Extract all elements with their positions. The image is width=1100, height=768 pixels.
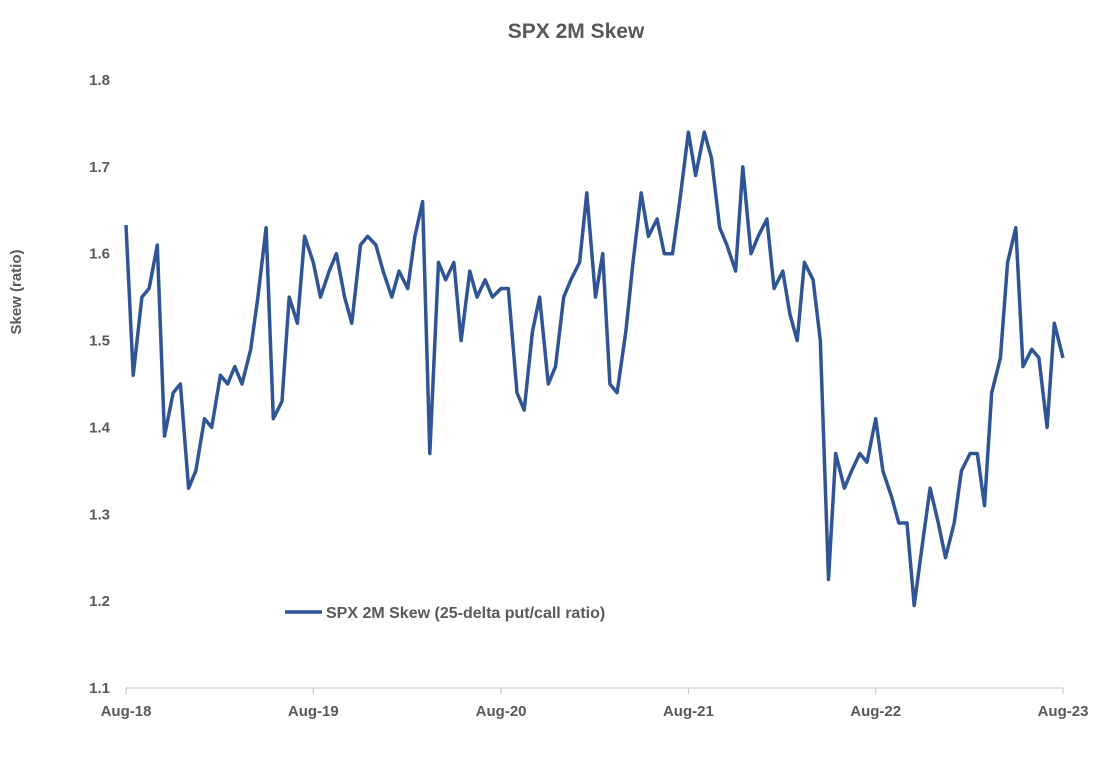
x-tick-label: Aug-22 <box>850 703 901 720</box>
y-tick-label: 1.8 <box>89 72 110 89</box>
y-tick-label: 1.1 <box>89 680 110 697</box>
series-line <box>126 132 1063 605</box>
x-tick-label: Aug-21 <box>663 703 714 720</box>
y-tick-label: 1.2 <box>89 593 110 610</box>
x-tick-label: Aug-19 <box>288 703 339 720</box>
y-tick-label: 1.5 <box>89 333 110 350</box>
y-tick-label: 1.4 <box>89 419 111 436</box>
y-axis-label: Skew (ratio) <box>8 249 25 334</box>
y-axis: 1.1 1.2 1.3 1.4 1.5 1.6 1.7 1.8 <box>89 72 111 697</box>
x-tick-label: Aug-23 <box>1038 703 1089 720</box>
y-tick-label: 1.3 <box>89 506 110 523</box>
series-group <box>126 132 1063 606</box>
chart-title: SPX 2M Skew <box>508 20 645 43</box>
legend: SPX 2M Skew (25-delta put/call ratio) <box>285 605 605 622</box>
y-tick-label: 1.6 <box>89 246 110 263</box>
x-axis: Aug-18 Aug-19 Aug-20 Aug-21 Aug-22 Aug-23 <box>101 688 1089 720</box>
y-tick-label: 1.7 <box>89 159 110 176</box>
x-tick-label: Aug-18 <box>101 703 152 720</box>
legend-label: SPX 2M Skew (25-delta put/call ratio) <box>326 605 605 622</box>
x-tick-label: Aug-20 <box>476 703 527 720</box>
